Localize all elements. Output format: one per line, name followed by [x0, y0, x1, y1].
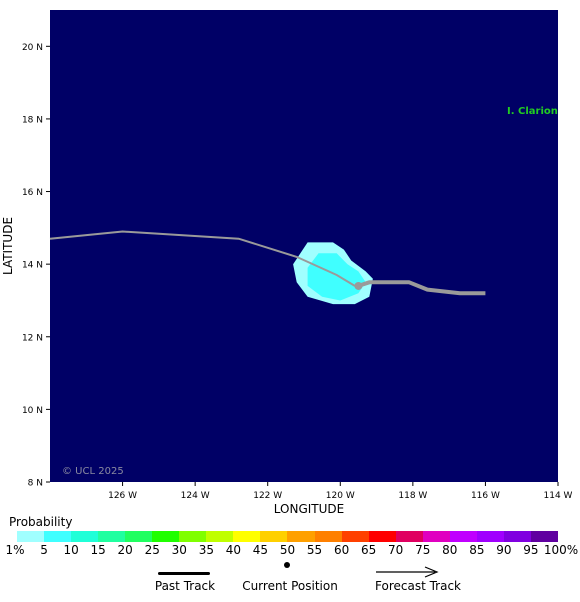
probability-scale-label: 45 — [252, 543, 269, 557]
probability-scale-label: 40 — [225, 543, 242, 557]
colorbar-swatch — [260, 531, 288, 542]
lat-tick-label: 16 N — [22, 188, 43, 198]
colorbar-swatch — [233, 531, 261, 542]
lat-tick-label: 18 N — [22, 115, 43, 125]
colorbar-swatch — [287, 531, 315, 542]
probability-scale-label: 20 — [117, 543, 133, 557]
lat-tick-label: 20 N — [22, 43, 43, 53]
lat-tick-label: 14 N — [22, 261, 43, 271]
probability-scale-label: 70 — [388, 543, 404, 557]
colorbar-swatch — [179, 531, 207, 542]
colorbar-swatch — [98, 531, 126, 542]
watermark: © UCL 2025 — [62, 466, 124, 477]
forecast-track-line — [357, 280, 486, 296]
probability-colorbar — [17, 531, 558, 542]
colorbar-swatch — [476, 531, 504, 542]
probability-scale-label: 50 — [279, 543, 296, 557]
probability-scale-label: 5 — [40, 543, 48, 557]
colorbar-swatch — [44, 531, 72, 542]
forecast-track-key-label: Forecast Track — [375, 579, 461, 593]
lat-tick-label: 10 N — [22, 406, 43, 416]
legend-title: Probability — [9, 515, 73, 529]
current-position-key-dot — [284, 562, 290, 568]
probability-scale-label: 60 — [333, 543, 350, 557]
colorbar-swatch — [206, 531, 234, 542]
past-track-key-line — [158, 572, 210, 575]
lon-tick-label: 126 W — [108, 491, 137, 501]
track-layer — [49, 230, 486, 296]
probability-scale-label: 10 — [63, 543, 79, 557]
colorbar-swatch — [395, 531, 423, 542]
probability-scale-label: 65 — [361, 543, 377, 557]
probability-5pct-area — [307, 253, 366, 301]
colorbar-swatch — [449, 531, 477, 542]
island-label: I. Clarion — [507, 106, 558, 117]
axis-ticks: 20 N 18 N 16 N 14 N 12 N 10 N 8 N 126 W 124 W 122… — [22, 43, 573, 501]
lon-tick-label: 120 W — [326, 491, 355, 501]
probability-scale-label: 35 — [198, 543, 214, 557]
colorbar-swatch — [17, 531, 45, 542]
y-axis-label: LATITUDE — [1, 217, 15, 275]
colorbar-swatch — [422, 531, 450, 542]
lon-tick-label: 114 W — [544, 491, 573, 501]
past-track-key-label: Past Track — [154, 579, 216, 593]
probability-scale-label: 85 — [469, 543, 485, 557]
probability-scale-label: 90 — [496, 543, 512, 557]
colorbar-swatch — [341, 531, 369, 542]
probability-scale-label: 75 — [415, 543, 431, 557]
past-track-line — [49, 230, 356, 287]
colorbar-swatch — [314, 531, 342, 542]
colorbar-swatch — [71, 531, 99, 542]
lon-tick-label: 116 W — [471, 491, 500, 501]
lat-tick-label: 12 N — [22, 333, 43, 343]
lon-tick-label: 122 W — [253, 491, 282, 501]
colorbar-swatch — [503, 531, 531, 542]
colorbar-swatch — [125, 531, 153, 542]
x-axis-label: LONGITUDE — [274, 502, 344, 516]
probability-scale-label: 55 — [306, 543, 323, 557]
lon-tick-label: 118 W — [398, 491, 427, 501]
probability-scale-label: 95 — [523, 543, 539, 557]
probability-scale-label: 30 — [171, 543, 187, 557]
colorbar-swatch — [152, 531, 180, 542]
colorbar-swatch — [530, 531, 558, 542]
probability-scale-label: 100% — [543, 543, 579, 557]
current-position-key-label: Current Position — [242, 579, 338, 593]
colorbar-swatch — [368, 531, 396, 542]
map-area — [50, 10, 558, 482]
probability-scale-label: 15 — [90, 543, 106, 557]
lat-tick-label: 8 N — [28, 479, 43, 489]
probability-scale-label: 80 — [442, 543, 458, 557]
probability-scale-label: 1% — [5, 543, 25, 557]
lon-tick-label: 124 W — [181, 491, 210, 501]
probability-scale-label: 25 — [144, 543, 160, 557]
forecast-track-key-arrow — [376, 566, 439, 578]
current-position-marker — [354, 281, 363, 290]
